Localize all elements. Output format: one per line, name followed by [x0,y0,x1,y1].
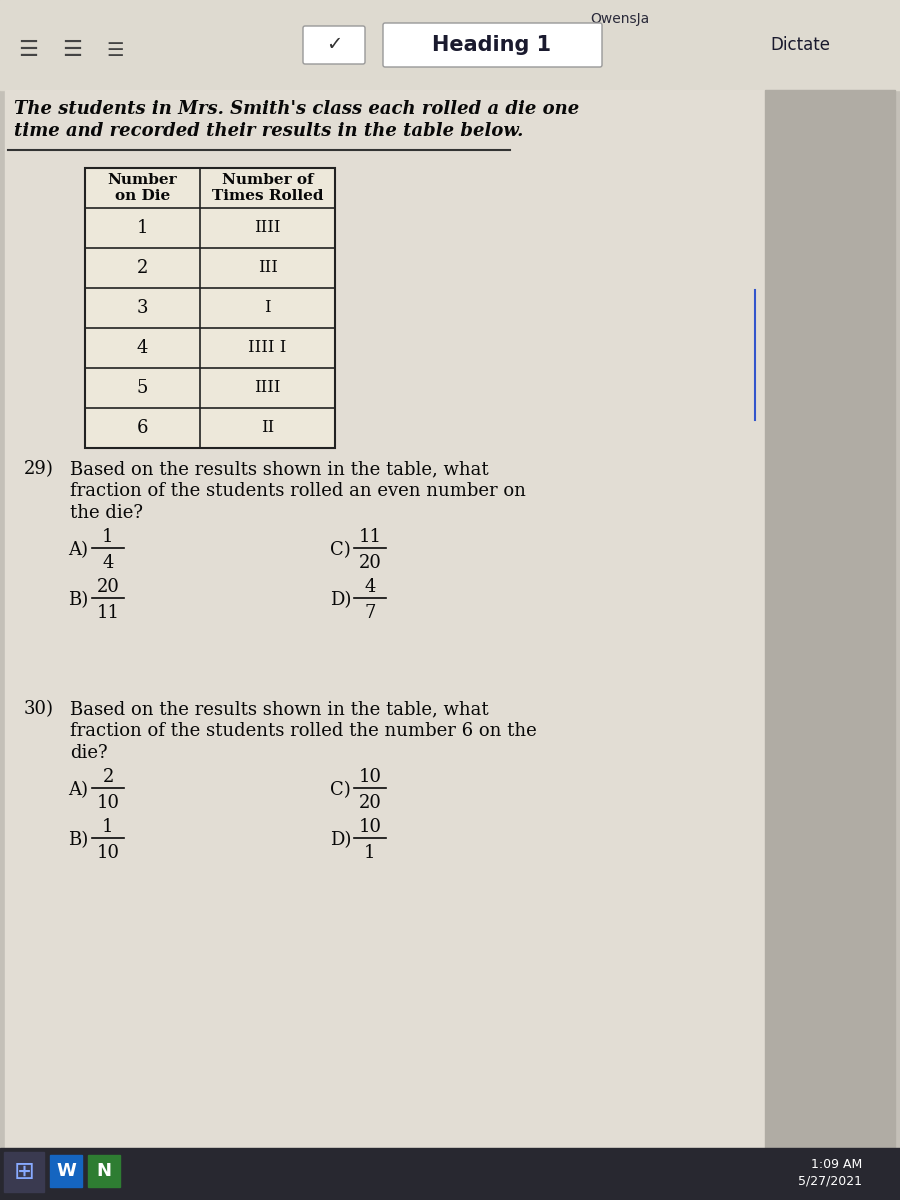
Bar [4,1152,44,1192]
Text: 6: 6 [137,419,148,437]
Text: 20: 20 [358,794,382,812]
Text: C): C) [330,541,351,559]
Text: 10: 10 [358,768,382,786]
Text: 4: 4 [103,554,113,572]
Text: N: N [96,1162,112,1180]
Text: ☰: ☰ [18,40,38,60]
Text: D): D) [330,830,351,850]
Text: 4: 4 [364,578,375,596]
Text: fraction of the students rolled the number 6 on the: fraction of the students rolled the numb… [70,722,536,740]
Text: 4: 4 [137,338,148,358]
Text: A): A) [68,781,88,799]
Text: Based on the results shown in the table, what: Based on the results shown in the table,… [70,460,489,478]
Text: 10: 10 [96,844,120,862]
Text: ⊞: ⊞ [14,1160,34,1184]
Text: Number of
Times Rolled: Number of Times Rolled [212,173,323,203]
Text: die?: die? [70,744,108,762]
Text: 5/27/2021: 5/27/2021 [798,1174,862,1187]
Text: III: III [257,259,277,276]
Text: Heading 1: Heading 1 [432,35,552,55]
Text: 1:09 AM: 1:09 AM [811,1158,862,1171]
Text: fraction of the students rolled an even number on: fraction of the students rolled an even … [70,482,526,500]
Bar [50,1154,82,1187]
Text: ✓: ✓ [326,36,342,54]
Text: 1: 1 [103,818,113,836]
Text: 10: 10 [96,794,120,812]
Bar [0,0,900,90]
Text: 20: 20 [358,554,382,572]
Text: 1: 1 [364,844,376,862]
Text: time and recorded their results in the table below.: time and recorded their results in the t… [14,122,524,140]
Text: B): B) [68,590,88,608]
Text: A): A) [68,541,88,559]
Text: ☰: ☰ [106,41,124,60]
Text: the die?: the die? [70,504,143,522]
Text: 2: 2 [103,768,113,786]
Text: 2: 2 [137,259,148,277]
Text: 29): 29) [24,460,54,478]
Text: D): D) [330,590,351,608]
Text: 30): 30) [24,700,54,718]
Text: 7: 7 [364,604,375,622]
Text: II: II [261,420,274,437]
Bar [765,90,895,1165]
Text: OwensJa: OwensJa [590,12,649,26]
Text: W: W [56,1162,76,1180]
Text: Dictate: Dictate [770,36,830,54]
Text: I: I [265,300,271,317]
Text: IIII: IIII [254,379,281,396]
Text: IIII: IIII [254,220,281,236]
FancyBboxPatch shape [303,26,365,64]
Text: IIII I: IIII I [248,340,287,356]
FancyBboxPatch shape [383,23,602,67]
Text: Based on the results shown in the table, what: Based on the results shown in the table,… [70,700,489,718]
Text: Number
on Die: Number on Die [108,173,177,203]
Text: ☰: ☰ [62,40,82,60]
Text: 10: 10 [358,818,382,836]
Text: 3: 3 [137,299,148,317]
Bar [88,1154,120,1187]
Text: The students in Mrs. Smith's class each rolled a die one: The students in Mrs. Smith's class each … [14,100,580,118]
Text: 20: 20 [96,578,120,596]
Bar [85,168,335,448]
Text: 1: 1 [137,218,148,236]
Text: 5: 5 [137,379,148,397]
Bar [0,1148,900,1200]
Text: C): C) [330,781,351,799]
Text: B): B) [68,830,88,850]
Text: 1: 1 [103,528,113,546]
Bar [5,90,765,1165]
Text: 11: 11 [358,528,382,546]
Text: 11: 11 [96,604,120,622]
